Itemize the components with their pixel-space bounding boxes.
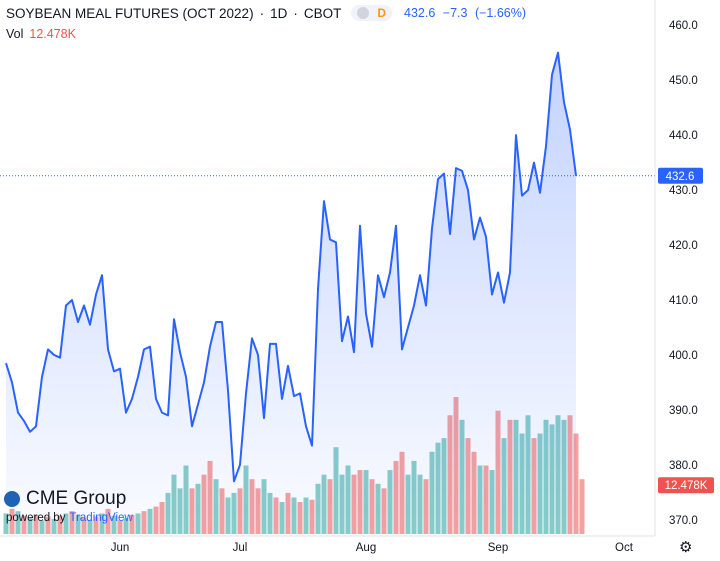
header-separator: ·: [293, 5, 298, 21]
price-tick-label: 390.0: [669, 405, 698, 417]
quote: 432.6 −7.3 (−1.66%): [404, 6, 530, 20]
symbol-title[interactable]: SOYBEAN MEAL FUTURES (OCT 2022): [6, 5, 254, 21]
market-status-icon: [357, 7, 370, 19]
time-tick-label: Jul: [233, 542, 248, 554]
price-tick-label: 410.0: [669, 295, 698, 307]
logo-brand: CME Group: [26, 488, 127, 509]
chart-header: SOYBEAN MEAL FUTURES (OCT 2022) · 1D · C…: [6, 4, 530, 22]
delayed-badge: D: [377, 6, 387, 20]
cme-globe-icon: [4, 491, 20, 507]
powered-by-text: powered by: [6, 512, 66, 524]
last-price-text: 432.6: [666, 171, 695, 183]
platform-name: TradingView: [69, 512, 133, 524]
last-price: 432.6: [404, 6, 436, 20]
price-change: −7.3: [442, 6, 468, 20]
price-line: [5, 51, 577, 483]
time-axis[interactable]: Jun Jul Aug Sep Oct: [111, 542, 634, 554]
time-tick-label: Oct: [615, 542, 634, 554]
last-price-label: 432.6: [658, 167, 703, 184]
volume-legend-value: 12.478K: [29, 27, 76, 41]
header-separator: ·: [259, 5, 265, 21]
price-area-fill: [6, 52, 576, 536]
price-tick-label: 400.0: [669, 350, 698, 362]
time-tick-label: Aug: [356, 542, 376, 554]
time-tick-label: Jun: [111, 542, 130, 554]
watermark-logo: CME Group powered by TradingView: [4, 488, 133, 524]
interval-label[interactable]: 1D: [270, 5, 288, 21]
volume-value-label: 12.478K: [658, 477, 714, 494]
price-change-percent: (−1.66%): [474, 6, 527, 20]
price-tick-label: 380.0: [669, 460, 698, 472]
price-tick-label: 420.0: [669, 240, 698, 252]
volume-legend-label: Vol: [6, 27, 24, 41]
volume-bar: [579, 479, 585, 534]
price-tick-label: 460.0: [669, 20, 698, 32]
exchange-label: CBOT: [303, 5, 342, 21]
price-tick-label: 430.0: [669, 185, 698, 197]
volume-legend: Vol 12.478K: [6, 27, 76, 41]
status-pill[interactable]: D: [351, 5, 393, 21]
price-axis[interactable]: 460.0 450.0 440.0 430.0 420.0 410.0 400.0 390.0…: [669, 20, 698, 527]
price-tick-label: 450.0: [669, 75, 698, 87]
price-tick-label: 440.0: [669, 130, 698, 142]
price-tick-label: 370.0: [669, 515, 698, 527]
time-tick-label: Sep: [488, 542, 508, 554]
volume-value-text: 12.478K: [665, 480, 708, 492]
settings-gear-icon[interactable]: ⚙: [679, 539, 693, 556]
